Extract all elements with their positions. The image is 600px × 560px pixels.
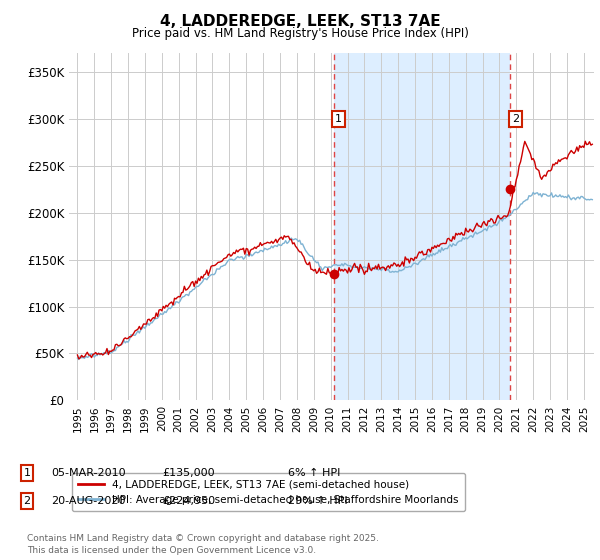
Text: 1: 1 bbox=[335, 114, 342, 124]
Text: 05-MAR-2010: 05-MAR-2010 bbox=[51, 468, 125, 478]
Text: Price paid vs. HM Land Registry's House Price Index (HPI): Price paid vs. HM Land Registry's House … bbox=[131, 27, 469, 40]
Text: 6% ↑ HPI: 6% ↑ HPI bbox=[288, 468, 340, 478]
Text: £224,950: £224,950 bbox=[162, 496, 215, 506]
Text: 29% ↑ HPI: 29% ↑ HPI bbox=[288, 496, 347, 506]
Text: £135,000: £135,000 bbox=[162, 468, 215, 478]
Bar bbox=[334, 53, 510, 400]
Text: 20-AUG-2020: 20-AUG-2020 bbox=[51, 496, 125, 506]
Text: 2: 2 bbox=[23, 496, 31, 506]
Text: 4, LADDEREDGE, LEEK, ST13 7AE: 4, LADDEREDGE, LEEK, ST13 7AE bbox=[160, 14, 440, 29]
Text: Contains HM Land Registry data © Crown copyright and database right 2025.
This d: Contains HM Land Registry data © Crown c… bbox=[27, 534, 379, 555]
Text: 1: 1 bbox=[23, 468, 31, 478]
Legend: 4, LADDEREDGE, LEEK, ST13 7AE (semi-detached house), HPI: Average price, semi-de: 4, LADDEREDGE, LEEK, ST13 7AE (semi-deta… bbox=[71, 473, 465, 511]
Text: 2: 2 bbox=[512, 114, 519, 124]
